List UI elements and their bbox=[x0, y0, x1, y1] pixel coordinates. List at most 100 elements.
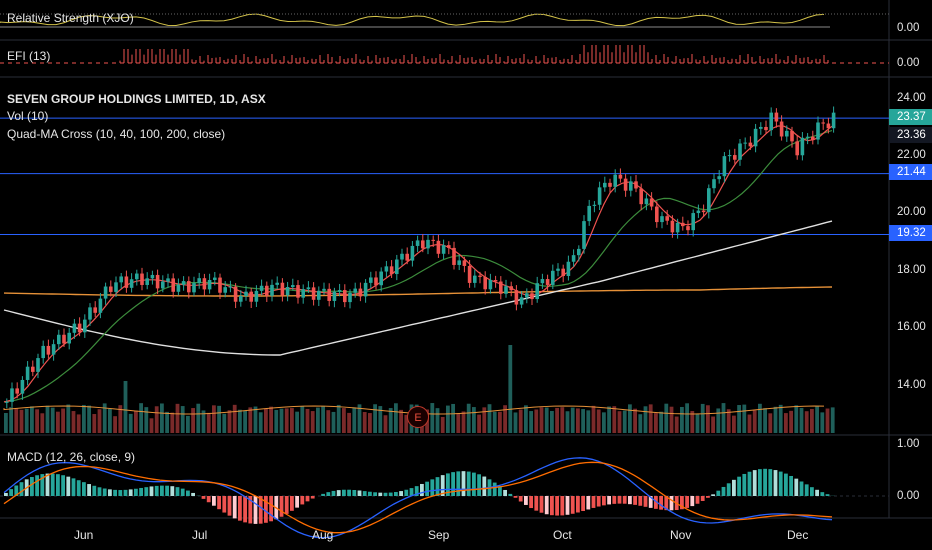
volume-indicator-label[interactable]: Vol (10) bbox=[7, 109, 49, 123]
candle-body bbox=[275, 282, 279, 285]
candle-body bbox=[363, 282, 368, 297]
candle-body bbox=[587, 205, 591, 222]
candle-body bbox=[670, 220, 675, 233]
volume-bar bbox=[279, 408, 284, 433]
macd-histogram-bar bbox=[97, 487, 102, 496]
candle-body bbox=[649, 198, 654, 207]
macd-histogram-bar bbox=[253, 496, 258, 524]
volume-bar bbox=[763, 408, 767, 433]
candle-body bbox=[426, 239, 430, 249]
volume-bar bbox=[789, 410, 793, 433]
candle-body bbox=[821, 122, 825, 124]
candle-body bbox=[691, 213, 695, 231]
macd-indicator-label[interactable]: MACD (12, 26, close, 9) bbox=[7, 450, 136, 464]
volume-bar bbox=[477, 414, 481, 433]
macd-histogram-bar bbox=[711, 494, 715, 496]
volume-bar bbox=[175, 403, 180, 433]
volume-bar bbox=[700, 403, 705, 433]
macd-histogram-bar bbox=[321, 493, 325, 496]
efi-indicator-label[interactable]: EFI (13) bbox=[7, 49, 51, 63]
efi-axis-value: 0.00 bbox=[897, 57, 920, 69]
candle-body bbox=[400, 253, 404, 260]
macd-histogram-bar bbox=[4, 492, 8, 496]
candle-body bbox=[618, 174, 623, 179]
candle-body bbox=[285, 287, 290, 296]
volume-bar bbox=[586, 410, 591, 433]
candle-body bbox=[441, 245, 446, 254]
macd-histogram-bar bbox=[784, 473, 788, 496]
candle-body bbox=[301, 289, 305, 298]
volume-bar bbox=[456, 413, 461, 433]
candle-body bbox=[738, 143, 742, 160]
candle-body bbox=[790, 130, 794, 142]
candle-body bbox=[566, 261, 571, 276]
candle-body bbox=[535, 283, 539, 300]
ma-100-line bbox=[3, 220, 833, 356]
candle-body bbox=[488, 280, 493, 290]
volume-bar bbox=[82, 404, 86, 433]
macd-histogram-bar bbox=[362, 491, 367, 496]
candle-body bbox=[109, 286, 113, 292]
macd-histogram-bar bbox=[638, 496, 643, 506]
macd-line bbox=[3, 457, 833, 539]
volume-bar bbox=[238, 409, 242, 433]
macd-histogram-bar bbox=[758, 469, 762, 496]
volume-bar bbox=[596, 409, 601, 433]
macd-histogram-bar bbox=[706, 496, 710, 498]
candle-body bbox=[577, 248, 581, 256]
volume-bar bbox=[482, 407, 487, 433]
macd-histogram-bar bbox=[602, 496, 606, 506]
candle-body bbox=[540, 279, 545, 284]
candle-body bbox=[166, 278, 170, 282]
volume-bar bbox=[290, 408, 294, 433]
macd-histogram-bar bbox=[206, 496, 211, 503]
candle-body bbox=[322, 288, 326, 291]
volume-bar bbox=[128, 413, 133, 433]
macd-histogram-bar bbox=[336, 490, 341, 496]
candle-body bbox=[337, 290, 342, 292]
volume-bar bbox=[503, 405, 507, 433]
macd-histogram-bar bbox=[139, 487, 143, 496]
candle-body bbox=[774, 112, 779, 122]
macd-histogram-bar bbox=[186, 490, 190, 496]
volume-bar bbox=[669, 406, 674, 433]
quad-ma-indicator-label[interactable]: Quad-MA Cross (10, 40, 100, 200, close) bbox=[7, 127, 226, 141]
macd-histogram-bar bbox=[607, 496, 611, 505]
candle-body bbox=[493, 280, 498, 282]
macd-histogram-bar bbox=[820, 492, 825, 496]
volume-bar bbox=[383, 415, 388, 433]
candle-body bbox=[311, 287, 316, 300]
volume-bar bbox=[97, 409, 102, 433]
volume-bar bbox=[217, 405, 221, 433]
candle-body bbox=[254, 290, 259, 302]
volume-bar bbox=[284, 408, 289, 433]
symbol-title[interactable]: SEVEN GROUP HOLDINGS LIMITED, 1D, ASX bbox=[7, 92, 266, 106]
earnings-marker[interactable]: E bbox=[407, 406, 429, 428]
candle-body bbox=[525, 293, 529, 298]
macd-histogram-bar bbox=[778, 471, 783, 496]
volume-bar bbox=[752, 410, 757, 433]
candle-body bbox=[88, 307, 92, 320]
macd-histogram-bar bbox=[217, 496, 221, 510]
volume-bar bbox=[654, 413, 658, 433]
volume-bar bbox=[14, 408, 19, 433]
candle-body bbox=[280, 282, 285, 296]
volume-bar bbox=[35, 409, 39, 433]
candle-body bbox=[556, 268, 560, 271]
candle-body bbox=[467, 265, 472, 283]
candle-body bbox=[764, 126, 768, 131]
volume-bar bbox=[206, 412, 211, 433]
candle-body bbox=[421, 240, 425, 249]
macd-histogram-bar bbox=[472, 472, 476, 496]
macd-histogram-bar bbox=[503, 489, 507, 496]
rs-indicator-label[interactable]: Relative Strength (XJO) bbox=[7, 11, 134, 25]
candle-body bbox=[452, 247, 456, 265]
macd-histogram-bar bbox=[154, 485, 159, 496]
candle-body bbox=[582, 221, 586, 249]
candle-body bbox=[499, 281, 503, 294]
macd-histogram-bar bbox=[305, 496, 310, 502]
macd-histogram-bar bbox=[565, 496, 570, 515]
macd-histogram-bar bbox=[617, 496, 622, 504]
macd-histogram-bar bbox=[799, 481, 804, 496]
